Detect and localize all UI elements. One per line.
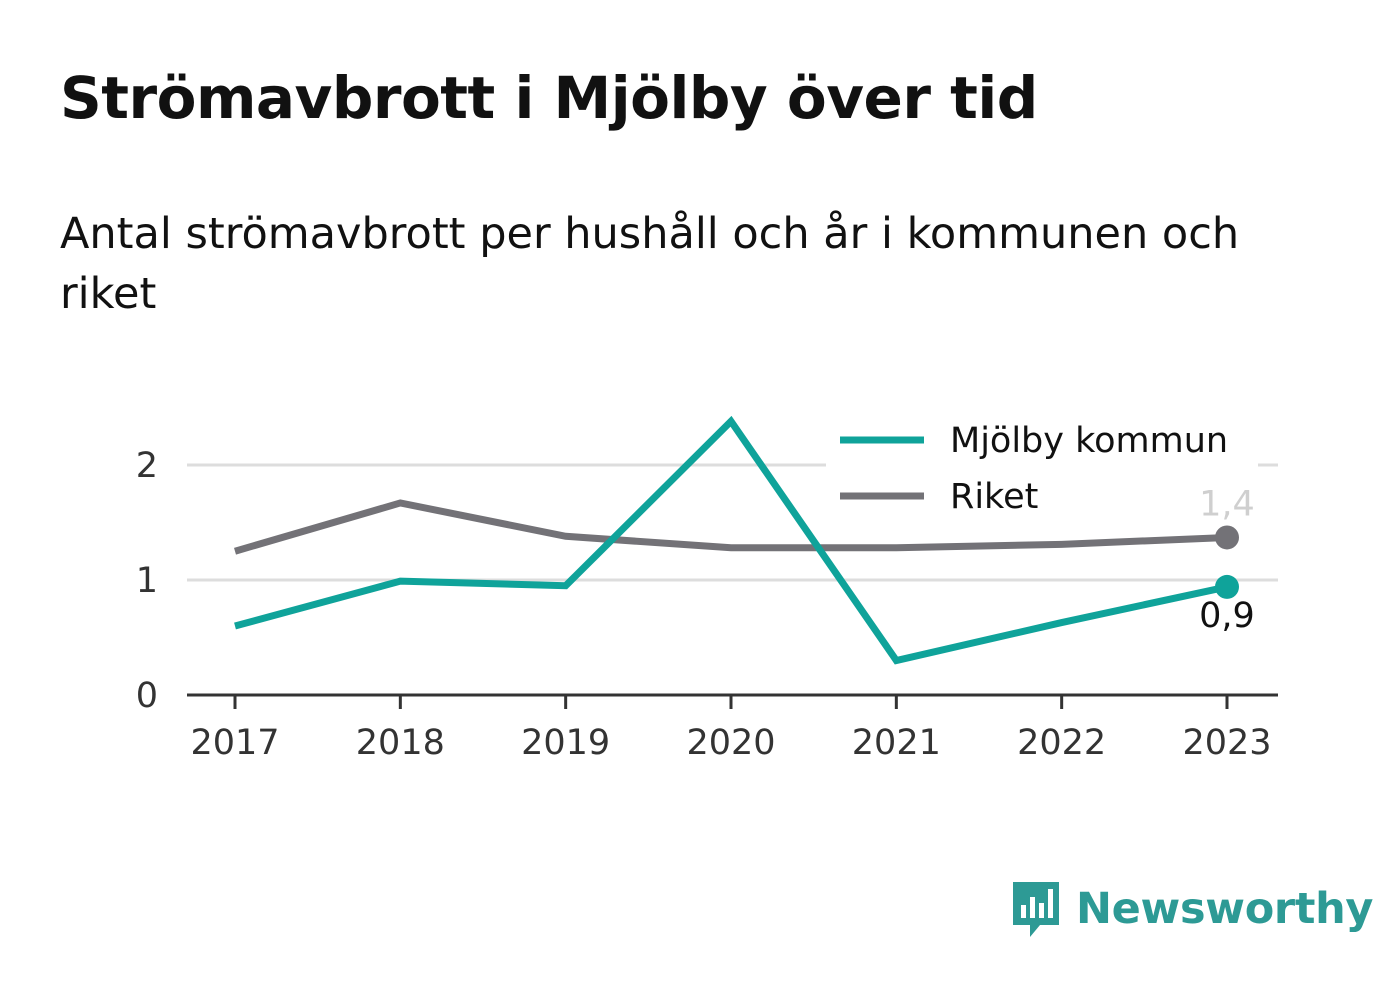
bar-chart-speech-bubble-icon <box>1013 882 1059 937</box>
brand-name: Newsworthy <box>1076 884 1374 934</box>
axes: 0 1 2 2017 2018 2019 2020 2021 2022 2023 <box>136 446 1278 763</box>
legend-label-1: Riket <box>950 477 1038 517</box>
y-tick-label: 0 <box>136 676 158 716</box>
legend-background <box>826 408 1258 523</box>
newsworthy-logo: Newsworthy <box>1010 876 1373 942</box>
legend-label-0: Mjölby kommun <box>950 421 1228 461</box>
series-line-1 <box>234 499 1228 555</box>
x-tick-label: 2020 <box>686 723 775 763</box>
x-tick-label: 2021 <box>852 723 941 763</box>
end-value-label-1: 1,4 <box>1199 484 1255 524</box>
x-tick-label: 2022 <box>1017 723 1106 763</box>
x-tick-label: 2018 <box>356 723 445 763</box>
end-labels: 0,9 1,4 <box>1199 484 1255 635</box>
y-tick-label: 1 <box>136 561 158 601</box>
series-endpoint-0 <box>1215 574 1239 599</box>
legend: Mjölby kommun Riket <box>826 408 1258 523</box>
x-tick-label: 2017 <box>190 723 279 763</box>
x-tick-label: 2019 <box>521 723 610 763</box>
end-value-label-0: 0,9 <box>1199 596 1255 636</box>
series-line-0 <box>234 415 1228 665</box>
y-tick-label: 2 <box>136 446 158 486</box>
series-lines <box>234 415 1239 665</box>
x-tick-label: 2023 <box>1182 723 1271 763</box>
chart-title: Strömavbrott i Mjölby över tid <box>60 64 1038 132</box>
series-endpoint-1 <box>1215 525 1239 550</box>
chart-subtitle: Antal strömavbrott per hushåll och år i … <box>60 209 1240 319</box>
